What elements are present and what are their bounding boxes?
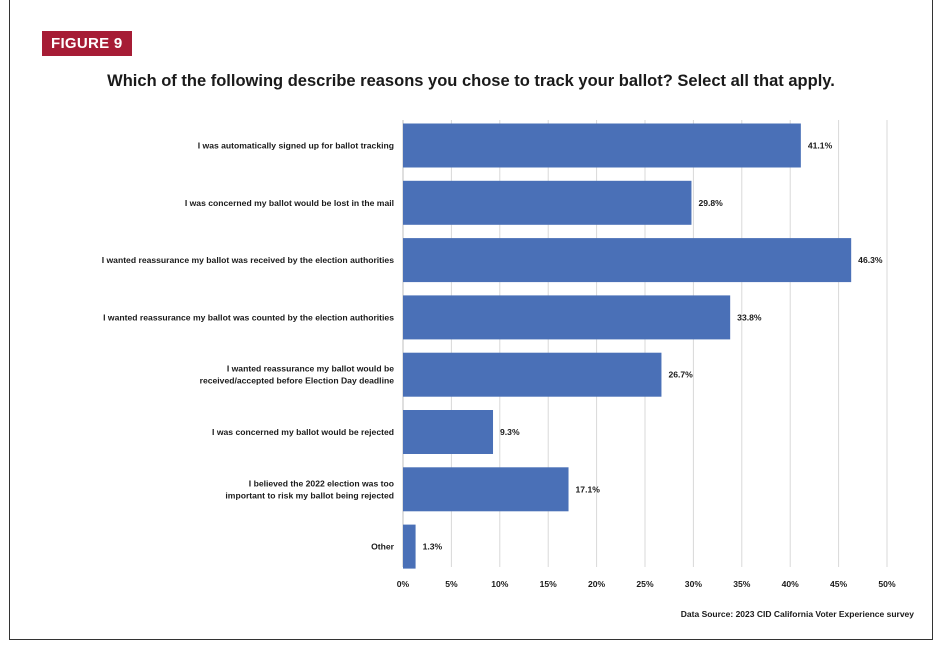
data-label: 29.8% bbox=[698, 198, 723, 208]
bars bbox=[403, 123, 852, 569]
x-tick-label: 15% bbox=[540, 579, 558, 589]
x-tick-label: 10% bbox=[491, 579, 509, 589]
bar bbox=[403, 123, 801, 168]
data-label: 33.8% bbox=[737, 312, 762, 322]
category-labels: I was automatically signed up for ballot… bbox=[102, 141, 395, 552]
x-tick-label: 0% bbox=[397, 579, 410, 589]
category-label: I was concerned my ballot would be rejec… bbox=[212, 427, 394, 437]
x-tick-label: 45% bbox=[830, 579, 848, 589]
category-label: I believed the 2022 election was too impo… bbox=[225, 478, 394, 500]
data-source: Data Source: 2023 CID California Voter E… bbox=[680, 609, 914, 619]
x-tick-label: 30% bbox=[685, 579, 703, 589]
x-tick-label: 25% bbox=[636, 579, 654, 589]
bar bbox=[403, 180, 692, 225]
x-axis-ticks: 0% 5% 10% 15% 20% 25% 30% 35% 40% 45% 50% bbox=[397, 579, 896, 589]
x-tick-label: 20% bbox=[588, 579, 606, 589]
bar bbox=[403, 410, 494, 454]
x-tick-label: 50% bbox=[878, 579, 896, 589]
data-label: 46.3% bbox=[858, 255, 883, 265]
figure-badge: FIGURE 9 bbox=[42, 31, 132, 56]
category-label: I wanted reassurance my ballot was count… bbox=[103, 312, 394, 322]
category-label: Other bbox=[371, 542, 395, 552]
data-label: 17.1% bbox=[576, 484, 601, 494]
x-tick-label: 40% bbox=[782, 579, 800, 589]
data-label: 41.1% bbox=[808, 141, 833, 151]
bar bbox=[403, 352, 662, 397]
bar bbox=[403, 467, 569, 512]
data-labels: 41.1% 29.8% 46.3% 33.8% 26.7% 9.3% 17.1% 1.3% bbox=[423, 141, 883, 552]
data-label: 9.3% bbox=[500, 427, 520, 437]
x-tick-label: 35% bbox=[733, 579, 751, 589]
bar bbox=[403, 524, 416, 569]
figure-frame bbox=[9, 0, 933, 640]
bar bbox=[403, 238, 852, 283]
category-label: I was automatically signed up for ballot… bbox=[198, 141, 394, 151]
chart-title: Which of the following describe reasons … bbox=[107, 72, 835, 90]
bar bbox=[403, 295, 731, 340]
data-label: 26.7% bbox=[668, 370, 693, 380]
category-label: I was concerned my ballot would be lost … bbox=[185, 198, 394, 208]
x-tick-label: 5% bbox=[445, 579, 458, 589]
category-label: I wanted reassurance my ballot was recei… bbox=[102, 255, 395, 265]
data-label: 1.3% bbox=[423, 542, 443, 552]
category-label: I wanted reassurance my ballot would be r… bbox=[200, 364, 395, 386]
